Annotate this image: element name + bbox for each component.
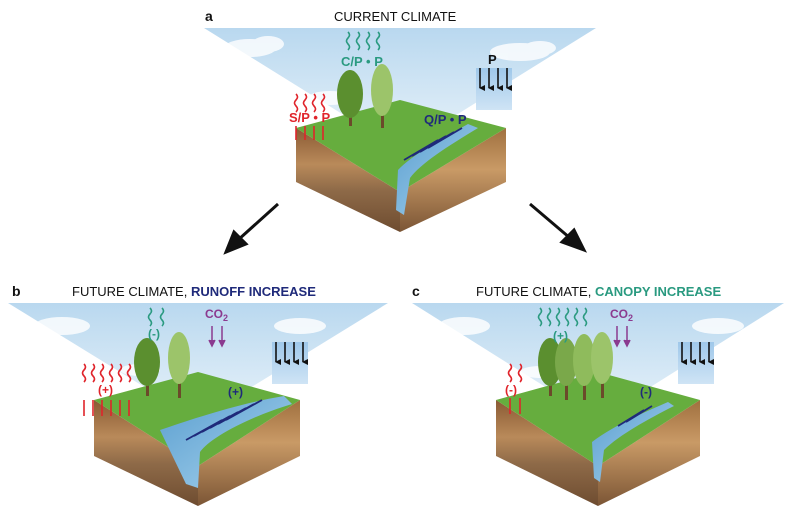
transition-arrows [223, 202, 588, 255]
precip-label-a: P [488, 52, 497, 67]
panel-c-title-highlight: CANOPY INCREASE [595, 284, 722, 299]
panel-c-title: FUTURE CLIMATE, CANOPY INCREASE [476, 284, 721, 299]
sky-panel-a [204, 28, 596, 150]
panel-c-letter: c [412, 283, 420, 299]
co2-text-c: CO [610, 307, 628, 321]
co2-label-b: CO2 [205, 307, 228, 323]
canopy-label-b: (-) [148, 327, 160, 341]
soil-right-c [598, 400, 700, 506]
sensible-label-b: (+) [98, 383, 113, 397]
soil-left-a [296, 128, 400, 232]
grass-top-a [296, 100, 506, 192]
soil-right-a [400, 128, 506, 232]
tree-icon [337, 64, 393, 128]
sensible-flux-arrows-b [81, 363, 132, 416]
precip-arrows-b [275, 342, 308, 365]
panel-a-title: CURRENT CLIMATE [334, 9, 457, 24]
panel-b-title: FUTURE CLIMATE, RUNOFF INCREASE [72, 284, 316, 299]
canopy-label-c: (+) [553, 329, 568, 343]
runoff-label-c: (-) [640, 385, 652, 399]
canopy-flux-arrows-a [345, 31, 381, 51]
runoff-label-a: Q/P • P [424, 112, 467, 127]
co2-label-c: CO2 [610, 307, 633, 323]
precip-arrows-c [681, 342, 714, 365]
runoff-label-b: (+) [228, 385, 243, 399]
co2-arrows-c [613, 326, 631, 348]
panel-c: c FUTURE CLIMATE, CANOPY INCREASE [412, 283, 784, 506]
panel-a: a CURRENT CLIMATE C/P • P [204, 8, 596, 232]
co2-sub-c: 2 [628, 313, 633, 323]
stream-b [160, 396, 292, 488]
canopy-label-a: C/P • P [341, 54, 383, 69]
sensible-flux-arrows-a [293, 93, 326, 140]
sensible-label-a: S/P • P [289, 110, 330, 125]
panel-c-title-prefix: FUTURE CLIMATE, [476, 284, 595, 299]
runoff-arrows-a [403, 127, 463, 161]
co2-sub-b: 2 [223, 313, 228, 323]
precip-arrows-a [479, 68, 512, 91]
panel-b: b FUTURE CLIMATE, RUNOFF INCREASE (-) CO… [8, 283, 388, 506]
runoff-arrows-b [185, 399, 263, 441]
soil-right-b [198, 400, 300, 506]
soil-left-c [496, 400, 598, 506]
canopy-flux-arrows-b [147, 307, 165, 327]
tree-icon [134, 332, 190, 398]
panel-a-letter: a [205, 8, 213, 24]
tree-icon [538, 332, 613, 400]
grass-top-c [496, 372, 700, 466]
panel-b-letter: b [12, 283, 21, 299]
canopy-flux-arrows-c [537, 307, 588, 327]
sensible-label-c: (-) [505, 383, 517, 397]
panel-b-title-prefix: FUTURE CLIMATE, [72, 284, 191, 299]
co2-text-b: CO [205, 307, 223, 321]
sensible-flux-arrows-c [507, 363, 523, 414]
soil-left-b [94, 400, 198, 506]
runoff-arrows-c [617, 405, 653, 427]
panel-b-title-highlight: RUNOFF INCREASE [191, 284, 316, 299]
co2-arrows-b [208, 326, 226, 348]
